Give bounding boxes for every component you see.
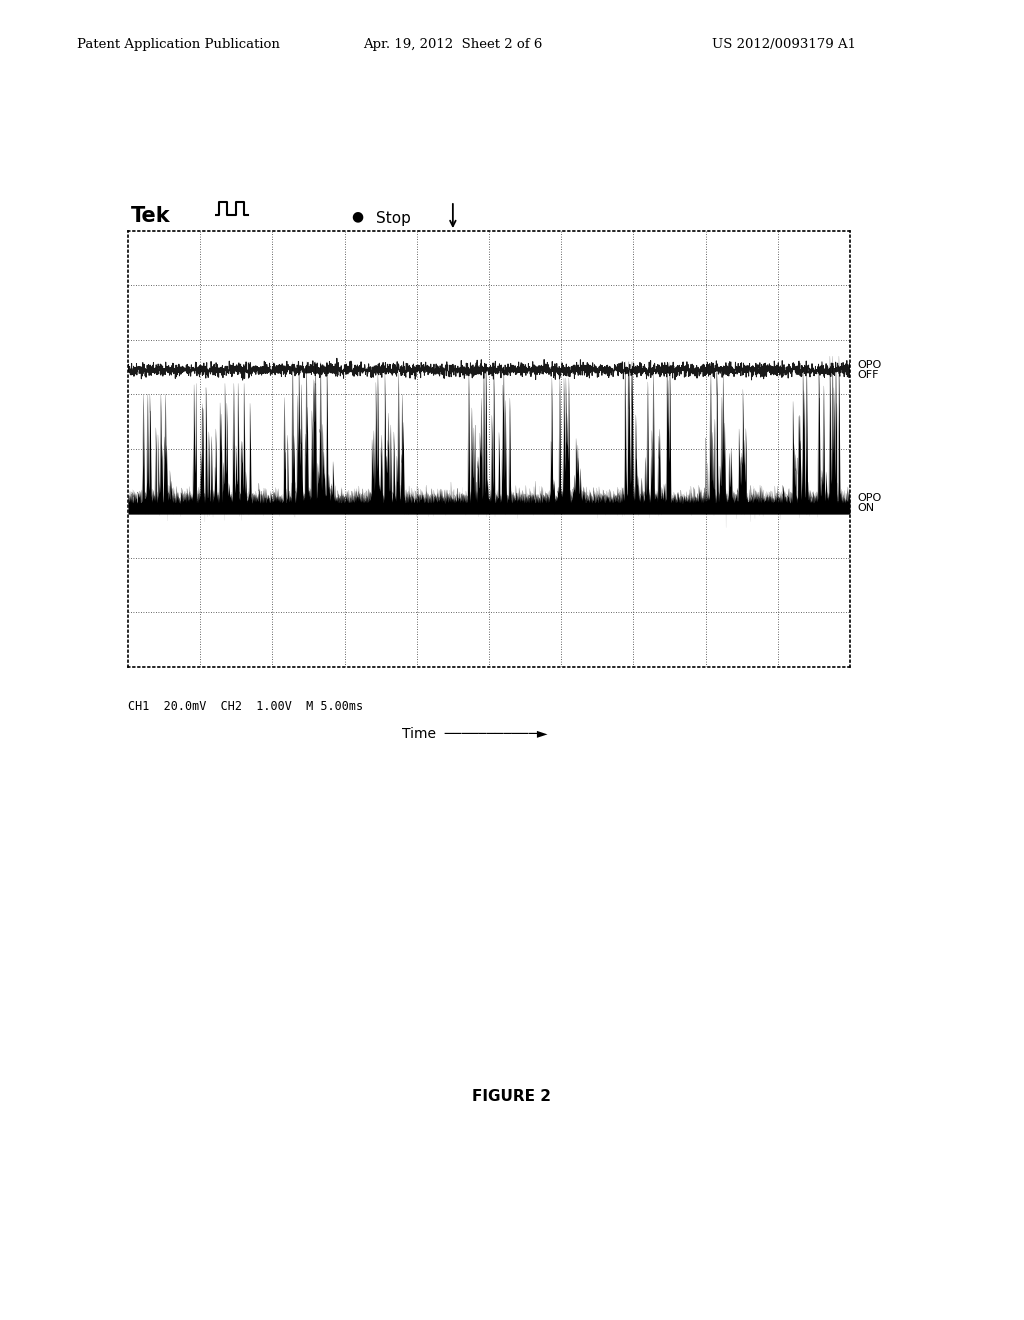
Text: CH1  20.0mV  CH2  1.00V  M 5.00ms: CH1 20.0mV CH2 1.00V M 5.00ms: [128, 700, 364, 713]
Text: OPO: OPO: [857, 360, 882, 370]
Text: Tek: Tek: [131, 206, 171, 226]
Text: ●: ●: [351, 209, 364, 223]
Text: OFF: OFF: [857, 370, 879, 380]
Text: FIGURE 2: FIGURE 2: [472, 1089, 552, 1104]
Text: US 2012/0093179 A1: US 2012/0093179 A1: [712, 37, 856, 50]
Text: Apr. 19, 2012  Sheet 2 of 6: Apr. 19, 2012 Sheet 2 of 6: [364, 37, 543, 50]
Text: ON: ON: [857, 503, 874, 513]
Text: OPO: OPO: [857, 494, 882, 503]
Text: Time  ───────────►: Time ───────────►: [402, 727, 548, 742]
Text: Patent Application Publication: Patent Application Publication: [77, 37, 280, 50]
Text: Stop: Stop: [376, 211, 411, 226]
